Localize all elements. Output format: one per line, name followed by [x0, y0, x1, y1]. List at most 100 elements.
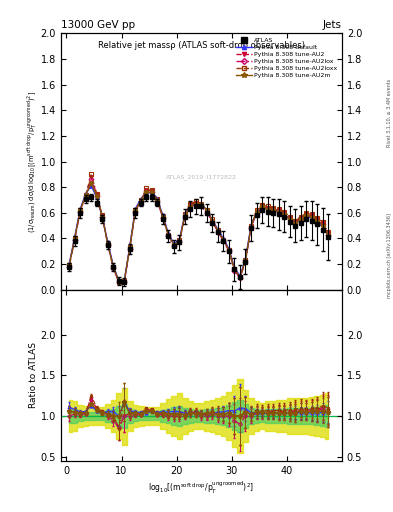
- ATLAS: [166, 233, 171, 239]
- Pythia 8.308 tune-AU2: [188, 202, 193, 208]
- ATLAS: [293, 223, 298, 229]
- Pythia 8.308 tune-AU2m: [171, 242, 176, 248]
- ATLAS: [122, 279, 127, 285]
- Line: ATLAS: ATLAS: [67, 196, 330, 284]
- Pythia 8.308 tune-AU2loxx: [249, 223, 253, 229]
- Pythia 8.308 tune-AU2: [111, 264, 116, 270]
- Pythia 8.308 default: [166, 230, 171, 237]
- Pythia 8.308 default: [309, 215, 314, 221]
- ATLAS: [227, 248, 231, 254]
- Pythia 8.308 tune-AU2: [298, 215, 303, 221]
- Pythia 8.308 tune-AU2m: [210, 218, 215, 224]
- Pythia 8.308 tune-AU2loxx: [287, 214, 292, 220]
- Pythia 8.308 default: [304, 214, 309, 220]
- Pythia 8.308 tune-AU2m: [166, 231, 171, 238]
- ATLAS: [78, 210, 83, 216]
- ATLAS: [133, 210, 138, 216]
- Pythia 8.308 tune-AU2m: [282, 211, 286, 217]
- Pythia 8.308 tune-AU2: [144, 187, 149, 193]
- ATLAS: [138, 200, 143, 206]
- Pythia 8.308 tune-AU2lox: [177, 239, 182, 245]
- ATLAS: [67, 264, 72, 270]
- Pythia 8.308 tune-AU2lox: [265, 206, 270, 212]
- Pythia 8.308 default: [205, 207, 209, 214]
- Pythia 8.308 tune-AU2loxx: [205, 207, 209, 214]
- Pythia 8.308 tune-AU2loxx: [320, 219, 325, 225]
- Pythia 8.308 tune-AU2m: [149, 189, 154, 196]
- ATLAS: [127, 246, 132, 252]
- Pythia 8.308 default: [238, 272, 242, 279]
- Pythia 8.308 tune-AU2loxx: [171, 242, 176, 248]
- Pythia 8.308 tune-AU2: [205, 208, 209, 215]
- Pythia 8.308 tune-AU2lox: [160, 215, 165, 221]
- Pythia 8.308 default: [249, 223, 253, 229]
- ATLAS: [193, 203, 198, 209]
- Pythia 8.308 tune-AU2m: [127, 244, 132, 250]
- Pythia 8.308 tune-AU2: [122, 279, 127, 285]
- Pythia 8.308 tune-AU2lox: [254, 210, 259, 216]
- Pythia 8.308 tune-AU2loxx: [100, 212, 105, 219]
- Line: Pythia 8.308 tune-AU2: Pythia 8.308 tune-AU2: [68, 175, 330, 284]
- Pythia 8.308 tune-AU2: [216, 228, 220, 234]
- Pythia 8.308 tune-AU2loxx: [127, 244, 132, 250]
- Pythia 8.308 tune-AU2m: [67, 262, 72, 268]
- Pythia 8.308 tune-AU2loxx: [67, 262, 72, 268]
- Pythia 8.308 tune-AU2lox: [199, 203, 204, 209]
- Line: Pythia 8.308 tune-AU2loxx: Pythia 8.308 tune-AU2loxx: [68, 173, 330, 284]
- Pythia 8.308 default: [83, 190, 88, 197]
- Pythia 8.308 tune-AU2m: [177, 238, 182, 244]
- ATLAS: [232, 266, 237, 272]
- Pythia 8.308 tune-AU2m: [216, 228, 220, 234]
- Y-axis label: Ratio to ATLAS: Ratio to ATLAS: [29, 343, 38, 408]
- Pythia 8.308 tune-AU2m: [232, 266, 237, 272]
- ATLAS: [243, 259, 248, 265]
- Pythia 8.308 tune-AU2: [221, 237, 226, 243]
- Pythia 8.308 tune-AU2lox: [249, 225, 253, 231]
- Pythia 8.308 tune-AU2lox: [276, 208, 281, 215]
- Pythia 8.308 tune-AU2m: [265, 206, 270, 212]
- Pythia 8.308 tune-AU2: [72, 236, 77, 242]
- Pythia 8.308 tune-AU2loxx: [315, 215, 320, 221]
- Text: mcplots.cern.ch [arXiv:1306.3436]: mcplots.cern.ch [arXiv:1306.3436]: [387, 214, 391, 298]
- Pythia 8.308 tune-AU2lox: [72, 237, 77, 243]
- Pythia 8.308 tune-AU2lox: [193, 201, 198, 207]
- Pythia 8.308 tune-AU2: [276, 207, 281, 214]
- Pythia 8.308 tune-AU2lox: [100, 214, 105, 220]
- ATLAS: [177, 239, 182, 245]
- Pythia 8.308 tune-AU2: [94, 192, 99, 198]
- Pythia 8.308 tune-AU2m: [160, 214, 165, 220]
- Pythia 8.308 default: [72, 234, 77, 240]
- ATLAS: [160, 216, 165, 222]
- Pythia 8.308 tune-AU2loxx: [182, 211, 187, 217]
- Pythia 8.308 default: [271, 207, 275, 214]
- Pythia 8.308 tune-AU2lox: [83, 193, 88, 199]
- Pythia 8.308 tune-AU2loxx: [155, 196, 160, 202]
- Pythia 8.308 tune-AU2: [105, 241, 110, 247]
- ATLAS: [116, 278, 121, 284]
- Pythia 8.308 tune-AU2m: [243, 257, 248, 263]
- ATLAS: [105, 242, 110, 248]
- ATLAS: [94, 200, 99, 206]
- Pythia 8.308 tune-AU2: [287, 215, 292, 221]
- Pythia 8.308 tune-AU2m: [78, 207, 83, 214]
- Text: Relative jet massρ (ATLAS soft-drop observables): Relative jet massρ (ATLAS soft-drop obse…: [98, 41, 305, 50]
- ATLAS: [216, 229, 220, 235]
- Pythia 8.308 tune-AU2lox: [78, 208, 83, 215]
- ATLAS: [205, 210, 209, 216]
- Pythia 8.308 tune-AU2: [227, 247, 231, 253]
- Pythia 8.308 tune-AU2m: [293, 220, 298, 226]
- Pythia 8.308 tune-AU2: [199, 202, 204, 208]
- Pythia 8.308 tune-AU2: [155, 197, 160, 203]
- ATLAS: [287, 219, 292, 225]
- Pythia 8.308 default: [127, 243, 132, 249]
- Pythia 8.308 tune-AU2m: [188, 203, 193, 209]
- ATLAS: [171, 243, 176, 249]
- ATLAS: [265, 208, 270, 215]
- Pythia 8.308 default: [260, 205, 264, 211]
- Pythia 8.308 tune-AU2m: [287, 216, 292, 222]
- Pythia 8.308 tune-AU2lox: [116, 279, 121, 285]
- Pythia 8.308 default: [105, 239, 110, 245]
- Pythia 8.308 default: [149, 189, 154, 196]
- Pythia 8.308 tune-AU2lox: [182, 214, 187, 220]
- Pythia 8.308 tune-AU2: [249, 224, 253, 230]
